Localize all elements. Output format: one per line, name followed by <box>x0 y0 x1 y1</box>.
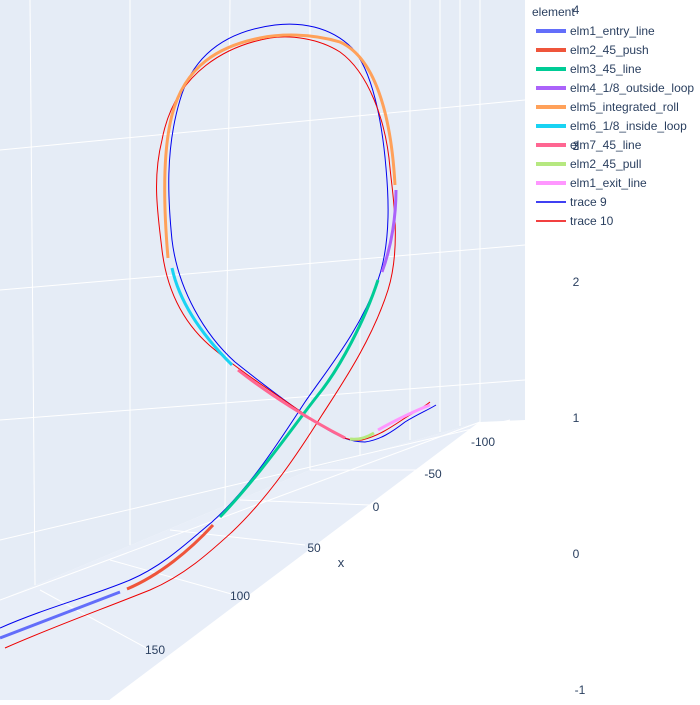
legend-item-elm6-1-8-inside-loop[interactable]: elm6_1/8_inside_loop <box>536 119 687 133</box>
floor-plane <box>0 422 480 700</box>
x-tick-label: 150 <box>145 643 165 657</box>
segment-elm3-45-line[interactable] <box>218 279 380 519</box>
legend-label: elm6_1/8_inside_loop <box>570 119 687 133</box>
legend-label: elm2_45_pull <box>570 157 641 171</box>
legend-item-elm2-45-push[interactable]: elm2_45_push <box>536 43 649 57</box>
legend-label: elm1_entry_line <box>570 24 655 38</box>
scene-background <box>0 0 525 700</box>
wall-gridline <box>0 419 511 541</box>
legend-item-elm4-1-8-outside-loop[interactable]: elm4_1/8_outside_loop <box>536 81 694 95</box>
x-tick-label: -100 <box>471 435 495 449</box>
wall-gridline <box>0 99 526 151</box>
segment-elm5-integrated-roll[interactable] <box>163 33 397 259</box>
legend-label: elm7_45_line <box>570 138 642 152</box>
legend-title: element <box>532 5 575 19</box>
legend-label: elm3_45_line <box>570 62 642 76</box>
floor-gridline <box>39 589 151 651</box>
z-tick-label: 0 <box>573 547 580 561</box>
segment-elm6-1-8-inside-loop[interactable] <box>170 267 234 367</box>
legend-item-elm1-entry-line[interactable]: elm1_entry_line <box>536 24 655 38</box>
wall-gridline <box>0 244 526 291</box>
x-tick-label: 50 <box>307 541 321 555</box>
segment-elm4-1-8-outside-loop[interactable] <box>380 189 398 273</box>
segment-elm2-45-pull[interactable] <box>349 431 375 441</box>
legend-item-elm2-45-pull[interactable]: elm2_45_pull <box>536 157 641 171</box>
back-floor-edge <box>0 421 481 601</box>
floor-gridline <box>169 529 306 546</box>
x-tick-label: 100 <box>230 589 250 603</box>
segment-elm7-45-line[interactable] <box>237 368 346 440</box>
x-tick-label: -50 <box>424 467 442 481</box>
x-tick-label: 0 <box>373 500 380 514</box>
z-tick-label: -1 <box>575 683 586 697</box>
wall-gridline <box>0 379 526 421</box>
legend[interactable]: element elm1_entry_line elm2_45_push elm3_… <box>532 5 694 228</box>
legend-item-elm5-integrated-roll[interactable]: elm5_integrated_roll <box>536 100 679 114</box>
legend-label: elm4_1/8_outside_loop <box>570 81 694 95</box>
legend-item-trace-9[interactable]: trace 9 <box>536 195 607 209</box>
z-tick-label: 4 <box>573 3 580 17</box>
legend-label: elm5_integrated_roll <box>570 100 679 114</box>
z-tick-label: 2 <box>573 275 580 289</box>
x-axis-ticks: -100 -50 0 50 100 150 <box>145 435 495 657</box>
legend-label: elm2_45_push <box>570 43 649 57</box>
floor-gridline <box>469 421 481 441</box>
wall-gridline <box>29 0 36 586</box>
x-axis-title: x <box>338 555 345 570</box>
back-wall <box>0 0 525 600</box>
segment-elm1-entry-line[interactable] <box>0 590 121 640</box>
z-axis-title: z <box>573 138 580 153</box>
wall-gridline <box>224 0 231 511</box>
gridlines <box>0 0 525 700</box>
floor-edge <box>109 421 481 701</box>
segment-elm2-45-push[interactable] <box>126 523 215 591</box>
legend-item-elm1-exit-line[interactable]: elm1_exit_line <box>536 176 647 190</box>
floor-gridline <box>109 559 236 596</box>
legend-label: elm1_exit_line <box>570 176 647 190</box>
legend-item-elm3-45-line[interactable]: elm3_45_line <box>536 62 642 76</box>
z-tick-label: 1 <box>573 411 580 425</box>
legend-label: trace 10 <box>570 214 614 228</box>
z-axis-ticks: 4 3 2 1 0 -1 <box>573 3 586 697</box>
z-tick-label: 3 <box>573 139 580 153</box>
legend-label: trace 9 <box>570 195 607 209</box>
trace-group[interactable] <box>0 23 437 649</box>
segment-elm1-exit-line[interactable] <box>377 403 431 432</box>
legend-item-elm7-45-line[interactable]: elm7_45_line <box>536 138 642 152</box>
legend-item-trace-10[interactable]: trace 10 <box>536 214 614 228</box>
